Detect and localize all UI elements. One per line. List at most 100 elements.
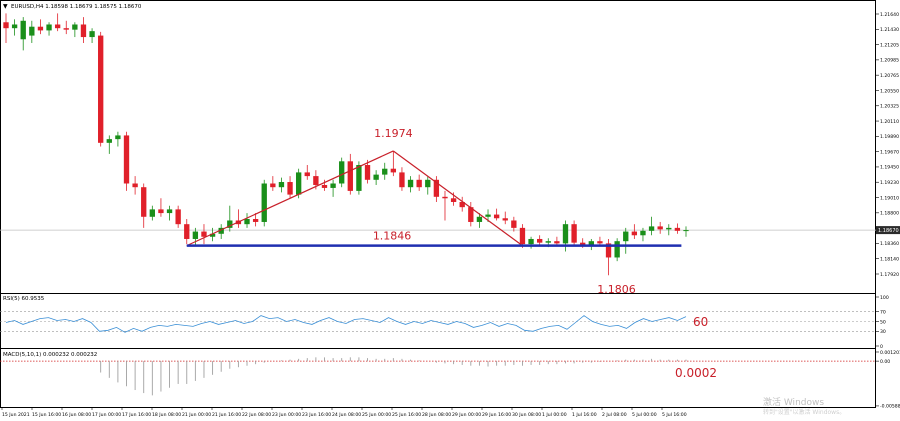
price-axis-label: 1.18800 xyxy=(880,211,899,217)
trend-line-up[interactable] xyxy=(186,150,394,247)
candle-bear xyxy=(468,207,474,222)
candle-bull xyxy=(666,227,672,230)
candle-bull xyxy=(106,139,112,143)
price-axis-label: 1.20110 xyxy=(880,119,899,125)
rsi-line xyxy=(5,315,687,333)
candle-bear xyxy=(313,176,319,185)
candle-bear xyxy=(54,24,61,29)
candle-bear xyxy=(450,198,457,202)
candle-bear xyxy=(519,227,526,245)
candle-bear xyxy=(270,183,276,188)
candle-bull xyxy=(339,161,345,184)
candle-bear xyxy=(399,172,405,188)
candle-bear xyxy=(605,243,612,258)
time-axis-label: 22 Jun 08:00 xyxy=(242,412,271,418)
candle-bull xyxy=(382,168,388,175)
macd-histogram xyxy=(100,357,687,396)
candle-bull xyxy=(166,209,173,214)
candle-bull xyxy=(614,241,620,258)
peak-price-label: 1.1974 xyxy=(374,127,413,140)
candle-bear xyxy=(304,172,310,177)
price-axis-label: 1.19670 xyxy=(880,149,899,155)
candle-bull xyxy=(295,172,302,195)
rsi-axis-label: 50 xyxy=(880,319,886,325)
price-axis-label: 1.19890 xyxy=(880,134,899,140)
candle-bull xyxy=(227,220,233,228)
candle-bear xyxy=(364,165,371,180)
symbol-menu-icon[interactable]: ▼ xyxy=(3,3,8,10)
candle-bear xyxy=(433,179,440,197)
candle-bear xyxy=(123,135,130,184)
price-axis-label: 1.19010 xyxy=(880,195,899,201)
candle-bull xyxy=(425,179,431,188)
time-axis-label: 1 Jul 16:00 xyxy=(572,412,597,418)
candle-bull xyxy=(115,135,121,140)
price-axis-label: 1.18140 xyxy=(880,257,899,263)
candle-bull xyxy=(46,24,52,31)
time-axis-label: 21 Jun 16:00 xyxy=(212,412,241,418)
windows-activation-watermark: 激活 Windows xyxy=(763,396,824,408)
macd-panel-frame xyxy=(0,348,876,408)
price-axis-label: 1.18360 xyxy=(880,241,899,247)
candle-bull xyxy=(89,31,95,38)
trend-line-down[interactable] xyxy=(392,150,523,247)
time-axis-label: 17 Jun 16:00 xyxy=(122,412,151,418)
price-axis-label: 1.20985 xyxy=(880,58,899,64)
time-axis-label: 21 Jun 00:00 xyxy=(182,412,211,418)
candle-bear xyxy=(201,231,207,237)
candle-bear xyxy=(80,24,87,38)
candle-bull xyxy=(149,209,155,217)
candle-bull xyxy=(407,179,414,188)
time-axis-label: 5 Jul 00:00 xyxy=(632,412,657,418)
candle-bull xyxy=(20,20,26,40)
candle-bull xyxy=(648,226,655,231)
windows-activation-hint: 转到"设置"以激活 Windows。 xyxy=(763,408,845,416)
candle-bear xyxy=(390,168,397,173)
candle-bear xyxy=(321,184,328,188)
time-axis-label: 5 Jul 16:00 xyxy=(662,412,687,418)
candle-bull xyxy=(278,182,285,188)
rsi-axis: 100 70 50 30 0 xyxy=(876,295,889,350)
rsi-axis-label: 70 xyxy=(880,310,886,316)
candle-bull xyxy=(562,224,569,244)
rsi-axis-label: 0 xyxy=(880,344,883,350)
macd-axis-label: -0.005889 xyxy=(880,404,900,410)
candle-bull xyxy=(528,238,534,245)
candle-bear xyxy=(347,161,353,191)
candle-bull xyxy=(373,174,379,180)
candle-bear xyxy=(657,226,663,230)
rsi-header: RSI(5) 60.9535 xyxy=(3,296,45,302)
candle-bear xyxy=(493,214,500,219)
candle-bear xyxy=(442,196,448,199)
candle-bear xyxy=(631,231,638,236)
rsi-axis-label: 30 xyxy=(880,329,886,335)
time-axis-label: 28 Jun 08:00 xyxy=(422,412,451,418)
candle-bull xyxy=(192,231,199,239)
time-axis-label: 25 Jun 16:00 xyxy=(392,412,421,418)
price-axis-label: 1.19450 xyxy=(880,165,899,171)
candle-bull xyxy=(29,26,35,36)
rsi-axis-label: 100 xyxy=(880,295,889,301)
candle-bear xyxy=(537,238,543,243)
candle-bull xyxy=(72,24,78,30)
macd-axis-label: 0.00 xyxy=(880,359,890,365)
time-axis-label: 23 Jun 16:00 xyxy=(302,412,331,418)
candle-bear xyxy=(63,28,69,30)
time-axis-label: 2 Jul 08:00 xyxy=(602,412,627,418)
time-axis-label: 29 Jun 00:00 xyxy=(452,412,481,418)
macd-header: MACD(5,10,1) 0.000232 0.000232 xyxy=(3,352,97,358)
candle-bull xyxy=(218,227,224,234)
time-axis-label: 30 Jun 08:00 xyxy=(512,412,541,418)
candle-bear xyxy=(287,182,293,195)
candle-bull xyxy=(330,183,336,188)
price-axis-label: 1.21430 xyxy=(880,27,899,33)
candle-bear xyxy=(132,183,138,188)
candle-bear xyxy=(674,227,681,231)
price-axis-label: 1.21205 xyxy=(880,42,899,48)
macd-axis: 0.001201 0.00 -0.005889 xyxy=(876,350,900,410)
candle-bear xyxy=(98,35,104,143)
chart-header: EURUSD,H4 1.18598 1.18679 1.18575 1.1867… xyxy=(11,4,142,10)
macd-value-label: 0.0002 xyxy=(675,366,717,380)
